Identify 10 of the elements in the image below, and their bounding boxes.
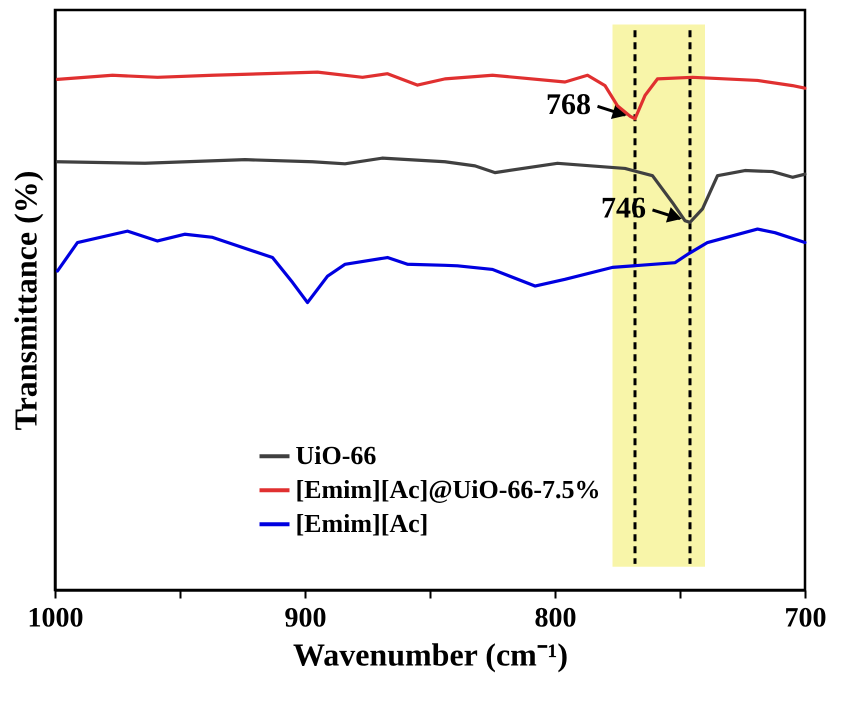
y-axis-title: Transmittance (%) xyxy=(8,170,44,430)
x-axis-title: Wavenumber (cm⁻¹) xyxy=(292,636,568,672)
x-tick-label: 1000 xyxy=(28,602,84,634)
legend-label: UiO-66 xyxy=(296,441,376,470)
x-tick-label: 700 xyxy=(784,602,826,634)
legend-label: [Emim][Ac]@UiO-66-7.5% xyxy=(296,475,601,504)
x-tick-label: 900 xyxy=(284,602,326,634)
annotation: 768 xyxy=(546,88,591,121)
x-tick-label: 800 xyxy=(534,602,576,634)
legend-label: [Emim][Ac] xyxy=(296,509,428,538)
